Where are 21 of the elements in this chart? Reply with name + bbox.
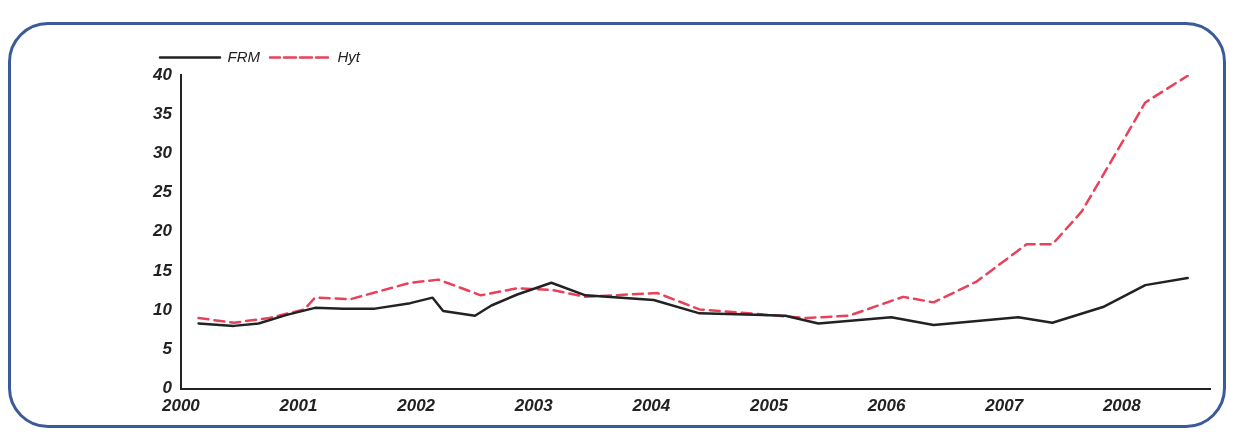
y-tick-label: 20 bbox=[151, 221, 173, 241]
x-tick-label: 2007 bbox=[984, 396, 1025, 416]
x-tick-label: 2002 bbox=[396, 396, 436, 416]
y-tick-label: 40 bbox=[151, 64, 173, 84]
legend-label: Hyt bbox=[337, 47, 361, 65]
x-tick-label: 2004 bbox=[631, 396, 671, 416]
x-tick-label: 2008 bbox=[1101, 396, 1142, 416]
x-tick-label: 2005 bbox=[749, 396, 789, 416]
y-tick-label: 15 bbox=[152, 260, 173, 280]
x-tick-label: 2000 bbox=[161, 396, 201, 416]
y-tick-label: 10 bbox=[152, 299, 173, 319]
y-tick-label: 35 bbox=[152, 103, 173, 123]
x-tick-label: 2003 bbox=[513, 396, 554, 416]
x-tick-label: 2006 bbox=[866, 396, 907, 416]
y-tick-label: 30 bbox=[152, 143, 173, 163]
x-tick-label: 2001 bbox=[278, 396, 318, 416]
y-tick-label: 5 bbox=[162, 339, 173, 359]
line-series bbox=[197, 75, 1189, 324]
legend-label: FRM bbox=[227, 47, 261, 65]
y-tick-label: 0 bbox=[162, 378, 173, 398]
y-tick-label: 25 bbox=[151, 182, 173, 202]
